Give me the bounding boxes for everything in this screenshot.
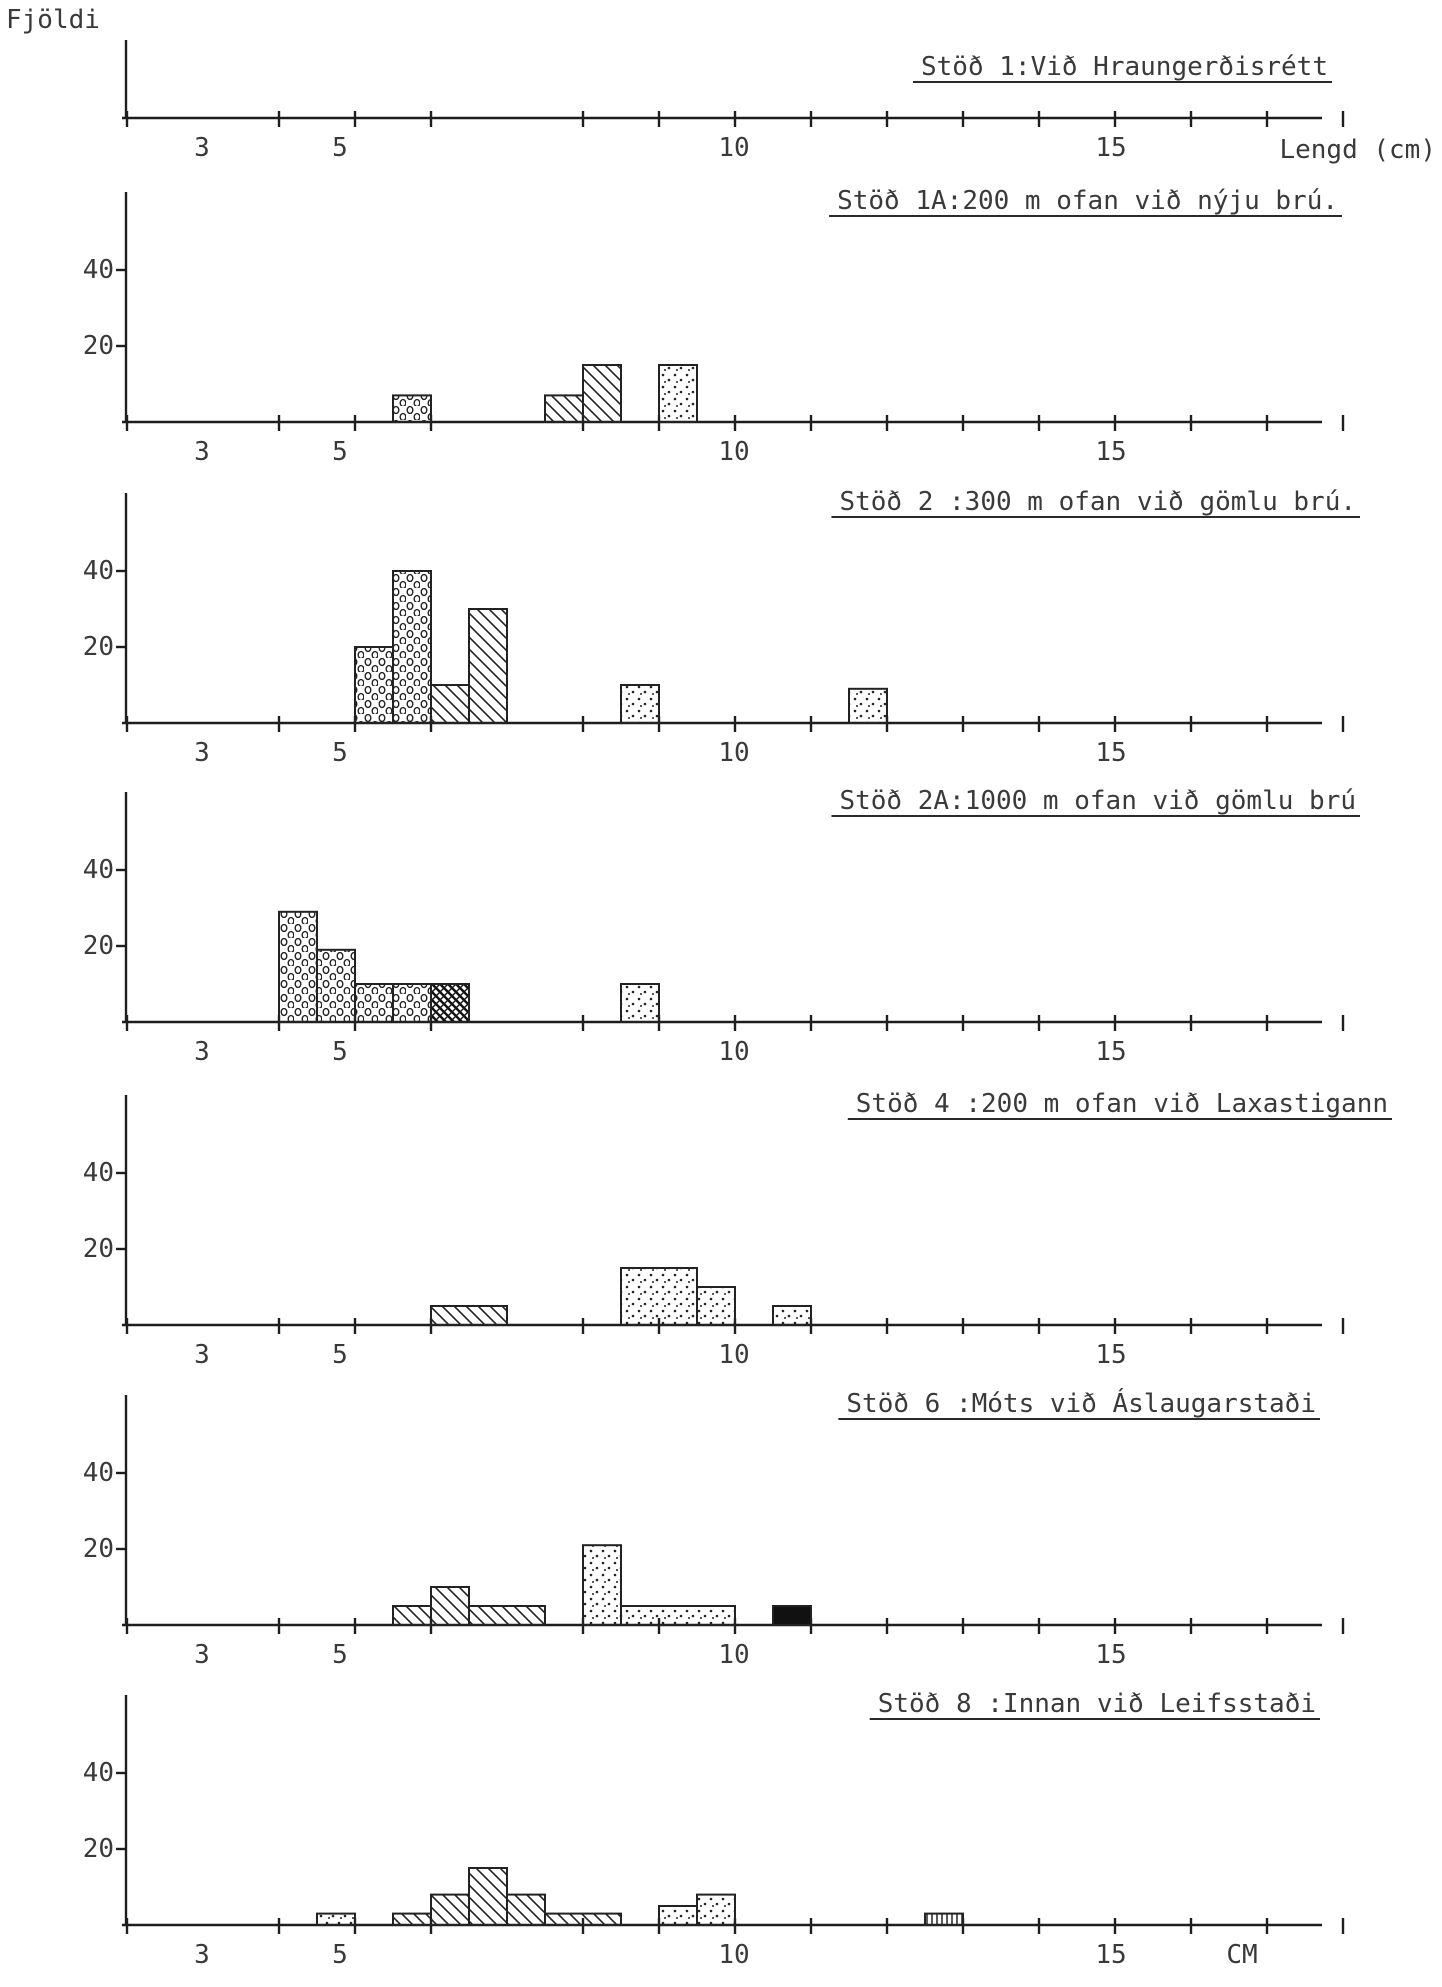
histogram-bar [620,1605,736,1626]
chart-panel: Stöð 8 :Innan við Leifsstaði 3 5 10 15 CM 40 20 [83,1689,1345,1970]
x-tick-label: 3 [194,1340,210,1370]
histogram-bar [430,1893,470,1926]
histogram-bar [658,1905,698,1926]
x-tick-label: 3 [194,133,210,163]
x-tick-label: 10 [718,1640,749,1670]
chart-title: Stöð 1A:200 m ofan við nýju brú. [837,186,1338,216]
histogram-bar [848,687,888,724]
chart-title: Stöð 8 :Innan við Leifsstaði [878,1689,1316,1719]
x-tick-label: 3 [194,1037,210,1067]
x-tick-label: 10 [718,1940,749,1970]
chart-title: Stöð 2A:1000 m ofan við gömlu brú [839,786,1356,816]
chart-panel: Stöð 2 :300 m ofan við gömlu brú. 3 5 10 15 4… [83,487,1360,768]
x-tick-label: 3 [194,738,210,768]
y-tick-label: 20 [83,1534,114,1564]
x-tick-label: 5 [332,1037,348,1067]
histogram-bar [506,1893,546,1926]
histogram-bar [354,983,394,1023]
chart-title: Stöð 2 :300 m ofan við gömlu brú. [839,487,1356,517]
histogram-bar [582,1544,622,1626]
histogram-bar [924,1912,964,1926]
x-tick-label: 3 [194,1940,210,1970]
x-tick-label: 5 [332,1640,348,1670]
histogram-bar [772,1605,812,1626]
x-tick-label: 5 [332,437,348,467]
histogram-bar [430,1586,470,1626]
histogram-bar [620,1267,698,1326]
histogram-bar [620,684,660,724]
y-tick-label: 40 [83,556,114,586]
histogram-bar [544,1912,622,1926]
chart-panel: Stöð 1A:200 m ofan við nýju brú. 3 5 10 15 40… [83,186,1345,467]
chart-title: Stöð 1:Við Hraungerðisrétt [921,52,1328,82]
chart-panel: Stöð 4 :200 m ofan við Laxastigann 3 5 10 15… [83,1089,1392,1370]
histogram-bar [582,364,622,423]
histogram-bar [696,1893,736,1926]
histogram-bar [620,983,660,1023]
histogram-bar [468,1605,546,1626]
y-axis-label: Fjöldi [6,5,100,35]
y-tick-label: 20 [83,331,114,361]
x-tick-label: 3 [194,437,210,467]
y-tick-label: 40 [83,855,114,885]
x-tick-label: CM [1226,1940,1257,1970]
y-tick-label: 40 [83,1458,114,1488]
x-tick-label: 10 [718,738,749,768]
histogram-bar [316,948,356,1023]
x-tick-label: 15 [1095,133,1126,163]
histogram-bar [430,1305,508,1326]
y-tick-label: 40 [83,1158,114,1188]
y-tick-label: 20 [83,931,114,961]
x-tick-label: 10 [718,437,749,467]
chart-panel: Stöð 1:Við Hraungerðisrétt 3 5 10 15 [122,40,1345,163]
histogram-bar [544,394,584,423]
x-tick-label: 5 [332,1340,348,1370]
x-axis-label: Lengd (cm) [1279,135,1436,165]
x-tick-label: 15 [1095,1037,1126,1067]
x-tick-label: 15 [1095,1340,1126,1370]
y-tick-label: 20 [83,1234,114,1264]
chart-title: Stöð 4 :200 m ofan við Laxastigann [856,1089,1388,1119]
chart-panel: Stöð 6 :Móts við Áslaugarstaði 3 5 10 15 40 20 [83,1387,1345,1670]
x-tick-label: 15 [1095,738,1126,768]
histogram-bar [468,1867,508,1926]
x-tick-label: 15 [1095,437,1126,467]
histogram-bar [392,983,432,1023]
x-tick-label: 15 [1095,1640,1126,1670]
y-tick-label: 20 [83,632,114,662]
histogram-bar [392,1605,432,1626]
histogram-bar [354,646,394,724]
x-tick-label: 10 [718,1037,749,1067]
chart-title: Stöð 6 :Móts við Áslaugarstaði [846,1387,1316,1419]
x-tick-label: 5 [332,1940,348,1970]
x-tick-label: 5 [332,133,348,163]
histogram-bar [430,684,470,724]
y-tick-label: 20 [83,1834,114,1864]
histogram-bar [392,394,432,423]
x-tick-label: 10 [718,1340,749,1370]
x-tick-label: 10 [718,133,749,163]
histogram-bar [392,1912,432,1926]
x-tick-label: 5 [332,738,348,768]
histogram-bar [316,1912,356,1926]
histogram-bar [430,983,470,1023]
x-tick-label: 15 [1095,1940,1126,1970]
y-tick-label: 40 [83,1758,114,1788]
histogram-bar [658,364,698,423]
chart-panel: Stöð 2A:1000 m ofan við gömlu brú 3 5 10 15 4… [83,786,1360,1067]
histogram-bar [696,1286,736,1326]
y-tick-label: 40 [83,255,114,285]
histogram-bar [772,1305,812,1326]
x-tick-label: 3 [194,1640,210,1670]
histogram-bar [468,608,508,724]
histogram-bar [392,570,432,724]
histogram-bar [278,910,318,1023]
